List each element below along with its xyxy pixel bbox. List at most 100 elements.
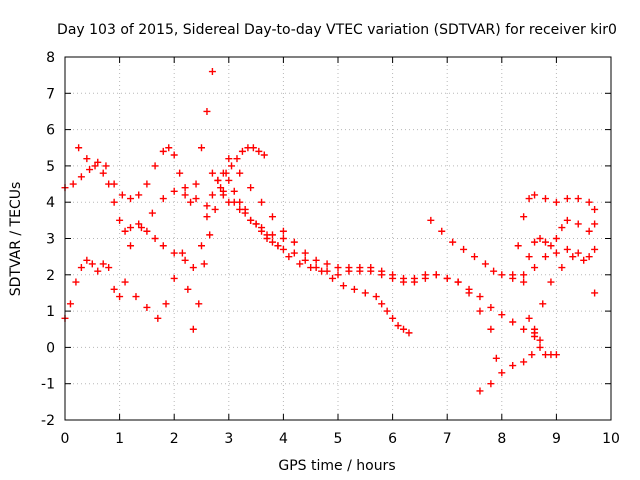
data-point xyxy=(279,235,287,242)
data-point xyxy=(591,245,599,253)
data-point xyxy=(162,300,170,308)
data-point xyxy=(301,249,309,257)
data-point xyxy=(77,173,85,181)
data-point xyxy=(356,267,364,275)
data-point xyxy=(203,107,211,115)
data-point xyxy=(394,322,402,330)
data-point xyxy=(290,249,298,257)
x-tick-label: 3 xyxy=(224,431,233,447)
grid xyxy=(65,57,611,420)
series-track-1 xyxy=(61,68,216,206)
data-point xyxy=(91,162,99,170)
data-point xyxy=(476,307,484,315)
y-tick-label: 0 xyxy=(46,340,55,356)
data-point xyxy=(432,271,440,279)
data-point xyxy=(520,278,528,286)
y-tick-label: 6 xyxy=(46,123,55,139)
data-point xyxy=(509,271,517,279)
plot-frame xyxy=(64,56,612,421)
data-point xyxy=(476,387,484,395)
data-point xyxy=(296,260,304,268)
x-tick-label: 4 xyxy=(279,431,288,447)
data-point xyxy=(465,289,473,297)
data-point xyxy=(263,231,271,239)
data-point xyxy=(301,256,309,264)
data-point xyxy=(118,191,126,199)
data-point xyxy=(238,147,246,155)
data-point xyxy=(541,253,549,261)
data-point xyxy=(490,267,498,275)
data-point xyxy=(260,151,268,159)
data-point xyxy=(350,285,358,293)
data-point xyxy=(143,227,151,235)
data-point xyxy=(159,147,167,155)
data-point xyxy=(563,195,571,203)
data-point xyxy=(230,198,238,206)
data-point xyxy=(323,260,331,268)
y-tick-label: 2 xyxy=(46,268,55,284)
data-point xyxy=(476,293,484,301)
data-point xyxy=(487,380,495,388)
data-point xyxy=(405,329,413,337)
data-point xyxy=(170,187,178,195)
data-point xyxy=(105,264,113,272)
y-tick-label: 1 xyxy=(46,304,55,320)
data-point xyxy=(86,166,94,174)
data-point xyxy=(206,231,214,239)
data-point xyxy=(102,162,110,170)
data-point xyxy=(258,224,266,232)
data-point xyxy=(329,274,337,282)
data-point xyxy=(255,147,263,155)
data-point xyxy=(181,184,189,192)
data-point xyxy=(498,311,506,319)
y-tick-label: 3 xyxy=(46,232,55,248)
data-point xyxy=(290,238,298,246)
data-point xyxy=(208,68,216,76)
data-point xyxy=(110,198,118,206)
series-track-11 xyxy=(520,216,599,286)
series-track-12 xyxy=(525,314,560,359)
data-point xyxy=(339,282,347,290)
series-track-6 xyxy=(219,187,413,337)
data-point xyxy=(116,293,124,301)
data-point xyxy=(520,358,528,366)
data-point xyxy=(252,220,260,228)
data-point xyxy=(151,235,159,242)
data-point xyxy=(233,155,241,163)
data-point xyxy=(400,278,408,286)
data-point xyxy=(203,213,211,221)
data-point xyxy=(236,205,244,213)
data-point xyxy=(110,285,118,293)
data-point xyxy=(367,267,375,275)
data-point xyxy=(66,300,74,308)
data-point xyxy=(528,351,536,359)
data-point xyxy=(389,314,397,322)
data-point xyxy=(531,329,539,337)
x-tick-label: 9 xyxy=(552,431,561,447)
data-point xyxy=(531,191,539,199)
data-point xyxy=(217,184,225,192)
data-point xyxy=(75,144,83,152)
data-point xyxy=(247,216,255,224)
data-point xyxy=(219,187,227,195)
data-point xyxy=(83,155,91,163)
data-point xyxy=(279,245,287,253)
data-point xyxy=(88,260,96,268)
data-point xyxy=(135,220,143,228)
data-point xyxy=(531,264,539,272)
data-point xyxy=(487,325,495,333)
data-series xyxy=(61,68,599,395)
data-point xyxy=(225,155,233,163)
data-point xyxy=(585,253,593,261)
data-point xyxy=(563,245,571,253)
data-point xyxy=(552,235,560,242)
data-point xyxy=(525,314,533,322)
data-point xyxy=(203,202,211,210)
x-tick-label: 10 xyxy=(602,431,620,447)
data-point xyxy=(591,205,599,213)
data-point xyxy=(345,264,353,272)
data-point xyxy=(547,242,555,250)
data-point xyxy=(372,293,380,301)
data-point xyxy=(585,227,593,235)
data-point xyxy=(361,289,369,297)
